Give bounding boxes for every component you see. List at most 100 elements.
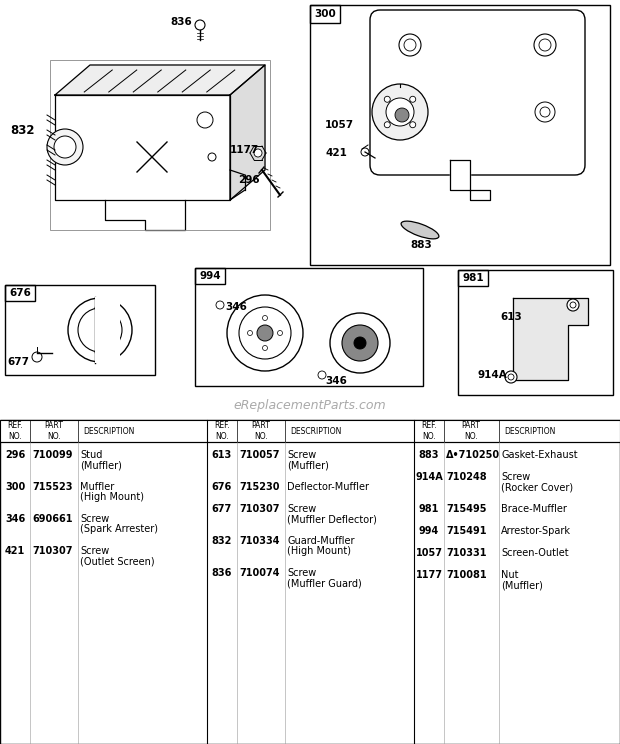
Circle shape [216,301,224,309]
Text: 710307: 710307 [239,504,280,514]
Text: (Outlet Screen): (Outlet Screen) [80,556,154,566]
Bar [0,420,620,442]
Text: 677: 677 [212,504,232,514]
Circle shape [404,39,416,51]
Text: 300: 300 [5,482,25,492]
Text: Brace-Muffler: Brace-Muffler [501,504,567,514]
Text: Screen-Outlet: Screen-Outlet [501,548,569,558]
Text: Muffler: Muffler [80,482,114,492]
Text: DESCRIPTION: DESCRIPTION [290,426,342,435]
Text: 677: 677 [7,357,29,367]
Text: 676: 676 [9,288,31,298]
Bar [50,60,270,230]
Text: REF.
NO.: REF. NO. [421,421,437,440]
Text: 715230: 715230 [239,482,280,492]
Text: Screw: Screw [80,546,109,556]
Text: 346: 346 [325,376,347,386]
Text: 613: 613 [212,450,232,460]
Text: 346: 346 [5,514,25,524]
Text: Screw: Screw [501,472,530,482]
Circle shape [262,315,267,321]
Circle shape [384,122,390,128]
Text: (Muffler Deflector): (Muffler Deflector) [287,514,377,524]
Text: PART
NO.: PART NO. [461,421,480,440]
Polygon shape [513,298,588,380]
Circle shape [195,20,205,30]
Text: 715523: 715523 [32,482,73,492]
Text: 715495: 715495 [446,504,487,514]
Text: 296: 296 [5,450,25,460]
Text: (Muffler Guard): (Muffler Guard) [287,578,361,588]
Text: 690661: 690661 [32,514,73,524]
Text: 832: 832 [10,124,35,136]
Circle shape [78,308,122,352]
Text: 710057: 710057 [239,450,280,460]
Bar [195,268,423,386]
Polygon shape [55,95,230,200]
Text: 710081: 710081 [446,570,487,580]
Circle shape [540,107,550,117]
Circle shape [410,122,416,128]
Circle shape [254,149,262,157]
Circle shape [278,330,283,336]
Circle shape [372,84,428,140]
Circle shape [535,102,555,122]
Text: 883: 883 [410,240,432,250]
Text: eReplacementParts.com: eReplacementParts.com [234,399,386,411]
Text: (High Mount): (High Mount) [80,492,144,502]
Text: 296: 296 [238,175,260,185]
FancyBboxPatch shape [370,10,585,175]
Text: (Muffler): (Muffler) [80,460,122,470]
Text: 300: 300 [314,9,336,19]
Circle shape [330,313,390,373]
Circle shape [395,108,409,122]
Text: 914A: 914A [415,472,443,482]
Circle shape [399,34,421,56]
Circle shape [32,352,42,362]
Circle shape [262,345,267,350]
Circle shape [95,349,101,355]
Text: 1057: 1057 [415,548,443,558]
Circle shape [361,148,369,156]
Circle shape [318,371,326,379]
Text: (Rocker Cover): (Rocker Cover) [501,482,573,492]
Text: 421: 421 [5,546,25,556]
Circle shape [354,337,366,349]
Text: DESCRIPTION: DESCRIPTION [504,426,556,435]
Text: REF.
NO.: REF. NO. [214,421,230,440]
Circle shape [227,295,303,371]
Text: 710099: 710099 [32,450,73,460]
Text: Δ•710250: Δ•710250 [446,450,500,460]
Text: Guard-Muffler: Guard-Muffler [287,536,355,546]
Text: 1057: 1057 [325,120,354,130]
Text: 1177: 1177 [415,570,443,580]
Text: 710248: 710248 [446,472,487,482]
Text: Screw: Screw [287,450,316,460]
Circle shape [567,299,579,311]
Text: (Muffler): (Muffler) [287,460,329,470]
Polygon shape [230,65,265,200]
Circle shape [505,371,517,383]
Bar [458,270,488,286]
Text: 836: 836 [170,17,192,27]
Text: (Spark Arrester): (Spark Arrester) [80,524,158,534]
Text: 914A: 914A [478,370,508,380]
Text: 715491: 715491 [446,526,487,536]
Bar [458,270,613,395]
Text: 981: 981 [462,273,484,283]
Bar [310,5,340,23]
Circle shape [95,305,101,311]
Text: 676: 676 [212,482,232,492]
Circle shape [342,325,378,361]
Circle shape [570,302,576,308]
Text: 346: 346 [225,302,247,312]
Text: 994: 994 [199,271,221,281]
Text: (High Mount): (High Mount) [287,546,351,556]
Text: 883: 883 [418,450,439,460]
Text: REF.
NO.: REF. NO. [7,421,23,440]
Text: Gasket-Exhaust: Gasket-Exhaust [501,450,578,460]
Text: (Muffler): (Muffler) [501,580,543,590]
Text: 994: 994 [419,526,439,536]
Bar [95,297,120,363]
Text: Screw: Screw [80,514,109,524]
